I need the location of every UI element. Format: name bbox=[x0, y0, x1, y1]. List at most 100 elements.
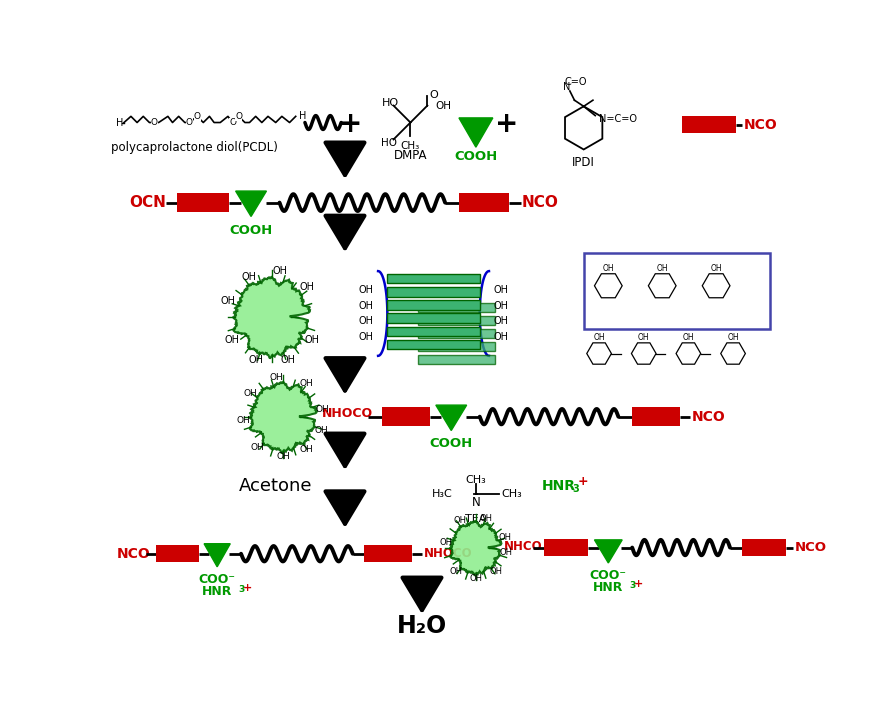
Bar bbox=[387, 275, 480, 284]
Polygon shape bbox=[451, 521, 502, 575]
Text: O: O bbox=[429, 90, 438, 100]
Text: O: O bbox=[235, 112, 242, 121]
Bar bbox=[682, 116, 736, 133]
Text: HNR: HNR bbox=[593, 580, 623, 594]
Polygon shape bbox=[249, 382, 316, 453]
Text: NCO: NCO bbox=[117, 547, 151, 560]
Bar bbox=[387, 327, 480, 336]
Text: TEA: TEA bbox=[465, 513, 486, 523]
Text: OH: OH bbox=[489, 567, 502, 575]
Text: OH: OH bbox=[439, 538, 452, 547]
Text: OH: OH bbox=[237, 416, 250, 425]
Text: O: O bbox=[229, 118, 236, 127]
Bar bbox=[387, 300, 480, 309]
Text: HO: HO bbox=[382, 98, 399, 108]
Text: N=C=O: N=C=O bbox=[599, 113, 637, 123]
Bar bbox=[418, 329, 495, 338]
Bar bbox=[418, 342, 495, 352]
Text: OH: OH bbox=[299, 282, 315, 292]
Text: OH: OH bbox=[316, 405, 330, 414]
Polygon shape bbox=[204, 544, 231, 567]
Polygon shape bbox=[436, 405, 467, 431]
Text: OH: OH bbox=[594, 333, 605, 342]
Text: OH: OH bbox=[221, 296, 236, 306]
Bar bbox=[632, 407, 680, 426]
Text: OH: OH bbox=[299, 445, 313, 454]
Text: COOH: COOH bbox=[454, 150, 497, 163]
Polygon shape bbox=[233, 277, 310, 358]
Text: OH: OH bbox=[450, 567, 462, 575]
Text: OH: OH bbox=[500, 548, 513, 558]
Text: 3: 3 bbox=[239, 585, 245, 593]
Text: +: + bbox=[243, 583, 253, 593]
Bar bbox=[387, 287, 480, 297]
Text: COO⁻: COO⁻ bbox=[198, 573, 236, 586]
Text: +: + bbox=[495, 110, 519, 138]
Text: OH: OH bbox=[454, 516, 467, 525]
Text: OH: OH bbox=[493, 316, 509, 326]
Text: 3: 3 bbox=[629, 580, 636, 590]
Text: OH: OH bbox=[241, 272, 257, 282]
Text: OH: OH bbox=[358, 285, 374, 295]
Text: +: + bbox=[340, 110, 363, 138]
Text: OH: OH bbox=[603, 264, 614, 272]
Text: OH: OH bbox=[270, 373, 283, 381]
Text: +: + bbox=[578, 475, 588, 488]
Text: N: N bbox=[563, 82, 570, 92]
Text: H: H bbox=[116, 118, 123, 128]
Bar bbox=[364, 545, 412, 562]
Text: NCO: NCO bbox=[795, 541, 827, 554]
Bar bbox=[459, 193, 509, 212]
Text: COO⁻: COO⁻ bbox=[590, 569, 627, 582]
Text: OCN: OCN bbox=[130, 195, 166, 210]
Text: OH: OH bbox=[498, 533, 511, 542]
Text: OH: OH bbox=[469, 574, 483, 583]
Text: O: O bbox=[186, 118, 193, 127]
Bar bbox=[584, 253, 770, 329]
Text: H: H bbox=[299, 111, 306, 121]
Text: OH: OH bbox=[493, 285, 509, 295]
Text: HNR: HNR bbox=[202, 585, 232, 597]
Text: OH: OH bbox=[299, 379, 313, 389]
Text: COOH: COOH bbox=[230, 224, 273, 237]
Text: NCO: NCO bbox=[522, 195, 559, 210]
Text: OH: OH bbox=[358, 301, 374, 311]
Text: H₃C: H₃C bbox=[432, 488, 452, 498]
Text: OH: OH bbox=[273, 266, 287, 276]
Text: OH: OH bbox=[683, 333, 695, 342]
Text: OH: OH bbox=[304, 334, 319, 344]
Text: OH: OH bbox=[656, 264, 668, 272]
Bar bbox=[387, 339, 480, 349]
Text: IPDI: IPDI bbox=[572, 156, 595, 170]
Text: CH₃: CH₃ bbox=[466, 475, 486, 485]
Bar bbox=[741, 539, 786, 556]
Bar bbox=[544, 539, 588, 556]
Text: NHCO: NHCO bbox=[503, 540, 543, 553]
Text: OH: OH bbox=[480, 514, 493, 523]
Bar bbox=[418, 316, 495, 325]
Polygon shape bbox=[236, 191, 266, 217]
Text: polycaprolactone diol(PCDL): polycaprolactone diol(PCDL) bbox=[112, 141, 278, 154]
Text: NHOCO: NHOCO bbox=[322, 407, 373, 420]
Text: DMPA: DMPA bbox=[393, 149, 427, 162]
Bar bbox=[418, 303, 495, 312]
Text: NHOCO: NHOCO bbox=[424, 547, 472, 560]
Text: N: N bbox=[471, 496, 480, 509]
Text: C=O: C=O bbox=[564, 77, 587, 87]
Text: OH: OH bbox=[251, 443, 265, 452]
Text: OH: OH bbox=[280, 355, 295, 365]
Bar bbox=[418, 355, 495, 364]
Text: OH: OH bbox=[358, 332, 374, 342]
Bar bbox=[156, 545, 198, 562]
Text: OH: OH bbox=[435, 101, 451, 111]
Text: Acetone: Acetone bbox=[239, 477, 312, 495]
Text: OH: OH bbox=[638, 333, 650, 342]
Text: OH: OH bbox=[249, 355, 264, 365]
Text: OH: OH bbox=[493, 332, 509, 342]
Text: NCO: NCO bbox=[691, 410, 725, 424]
Text: HNR: HNR bbox=[542, 479, 576, 493]
Text: OH: OH bbox=[244, 389, 257, 398]
Bar bbox=[387, 314, 480, 323]
Text: OH: OH bbox=[493, 301, 509, 311]
Text: O: O bbox=[150, 118, 157, 127]
